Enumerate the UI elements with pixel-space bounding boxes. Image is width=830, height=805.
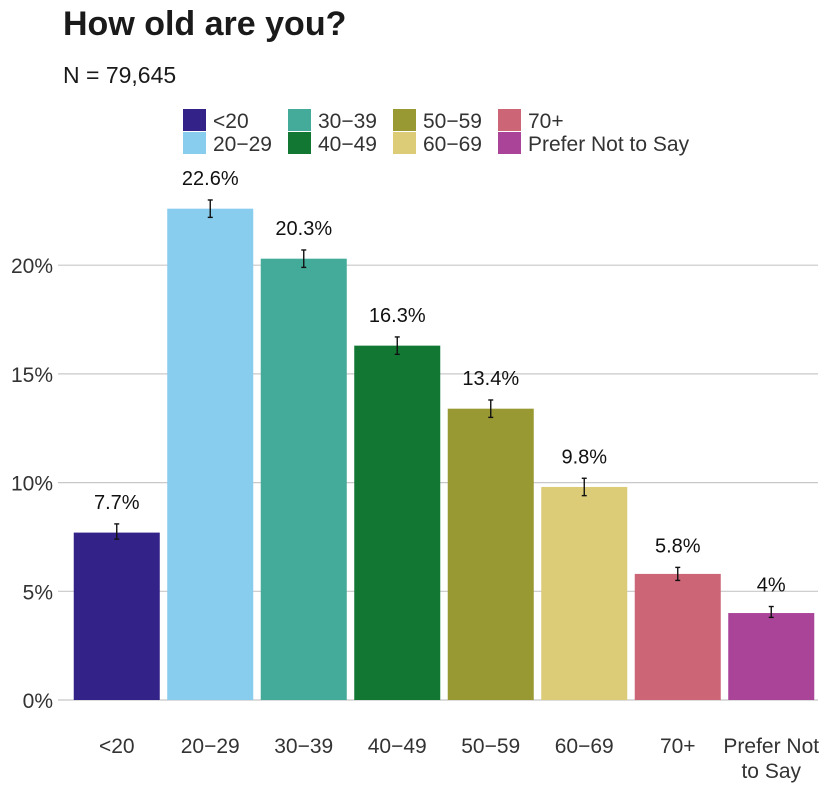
y-tick-label: 5% (23, 581, 53, 604)
error-bar (394, 336, 400, 356)
legend-label: 20−29 (213, 133, 272, 156)
x-tick-label: Prefer Not to Say (723, 735, 819, 783)
error-bar (488, 399, 494, 419)
error-bar (768, 605, 774, 619)
bar (447, 408, 534, 700)
x-tick-label: 60−69 (555, 735, 614, 758)
x-tick-label: 20−29 (181, 735, 240, 758)
legend-label: <20 (213, 110, 249, 133)
data-label: 7.7% (94, 492, 140, 514)
error-bar (207, 199, 213, 219)
y-axis-tick-labels: 0% 5% 10% 15% 20% (11, 255, 53, 713)
y-tick-label: 15% (11, 364, 53, 387)
bar (541, 486, 628, 700)
legend-swatch (288, 109, 311, 131)
bar (73, 532, 160, 700)
legend-item: Prefer Not to Say (498, 132, 690, 156)
data-label: 4% (757, 575, 786, 597)
data-label: 16.3% (369, 305, 426, 327)
legend-label: 30−39 (318, 110, 377, 133)
bar (634, 573, 721, 700)
error-bar (114, 523, 120, 540)
x-tick-label: 50−59 (461, 735, 520, 758)
x-tick-label: 70+ (660, 735, 696, 758)
bars (73, 208, 815, 700)
y-tick-label: 10% (11, 473, 53, 496)
data-label: 9.8% (561, 446, 607, 468)
legend-swatch (288, 132, 311, 154)
legend-item: 70+ (498, 109, 564, 133)
x-tick-label: <20 (99, 735, 135, 758)
data-label: 22.6% (182, 168, 239, 190)
legend-item: 30−39 (288, 109, 377, 133)
legend-label: Prefer Not to Say (528, 133, 690, 156)
legend-swatch (183, 132, 206, 154)
legend-swatch (393, 109, 416, 131)
chart-subtitle: N = 79,645 (63, 62, 176, 88)
legend-label: 40−49 (318, 133, 377, 156)
error-bar (581, 477, 587, 497)
legend-label: 50−59 (423, 110, 482, 133)
bar (260, 258, 347, 700)
data-label: 13.4% (462, 368, 519, 390)
x-tick-label: 40−49 (368, 735, 427, 758)
legend-item: 50−59 (393, 109, 482, 133)
legend-label: 70+ (528, 110, 564, 133)
bar (728, 613, 815, 700)
legend-item: 20−29 (183, 132, 272, 156)
error-bars (114, 199, 774, 619)
bar (354, 345, 441, 700)
bar (167, 208, 254, 700)
legend-label: 60−69 (423, 133, 482, 156)
legend-item: 60−69 (393, 132, 482, 156)
chart-title: How old are you? (63, 5, 346, 43)
data-label: 5.8% (655, 535, 701, 557)
data-labels: 7.7% 22.6% 20.3% 16.3% 13.4% 9.8% 5.8% 4% (94, 168, 786, 597)
legend-item: 40−49 (288, 132, 377, 156)
y-tick-label: 20% (11, 255, 53, 278)
y-tick-label: 0% (23, 690, 53, 713)
error-bar (301, 249, 307, 269)
legend-swatch (498, 109, 521, 131)
x-tick-label: 30−39 (274, 735, 333, 758)
legend-item: <20 (183, 109, 249, 133)
legend-swatch (183, 109, 206, 131)
x-axis-tick-labels: <20 20−29 30−39 40−49 50−59 60−69 70+ Prefer No… (99, 735, 819, 783)
legend-swatch (498, 132, 521, 154)
data-label: 20.3% (275, 218, 332, 240)
legend-swatch (393, 132, 416, 154)
error-bar (675, 566, 681, 582)
